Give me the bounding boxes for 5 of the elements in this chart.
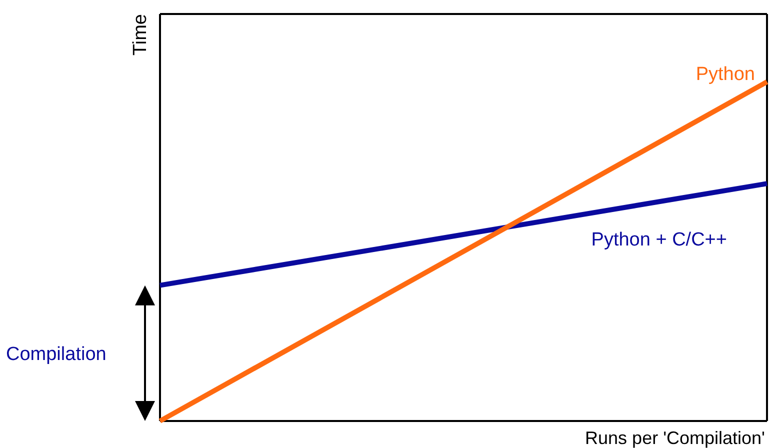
series-label: Python	[696, 64, 755, 85]
series-label: Python + C/C++	[591, 230, 727, 251]
y-axis-title: Time	[130, 14, 151, 56]
x-axis-title: Runs per 'Compilation'	[585, 428, 765, 448]
annotation: Compilation	[6, 344, 106, 366]
